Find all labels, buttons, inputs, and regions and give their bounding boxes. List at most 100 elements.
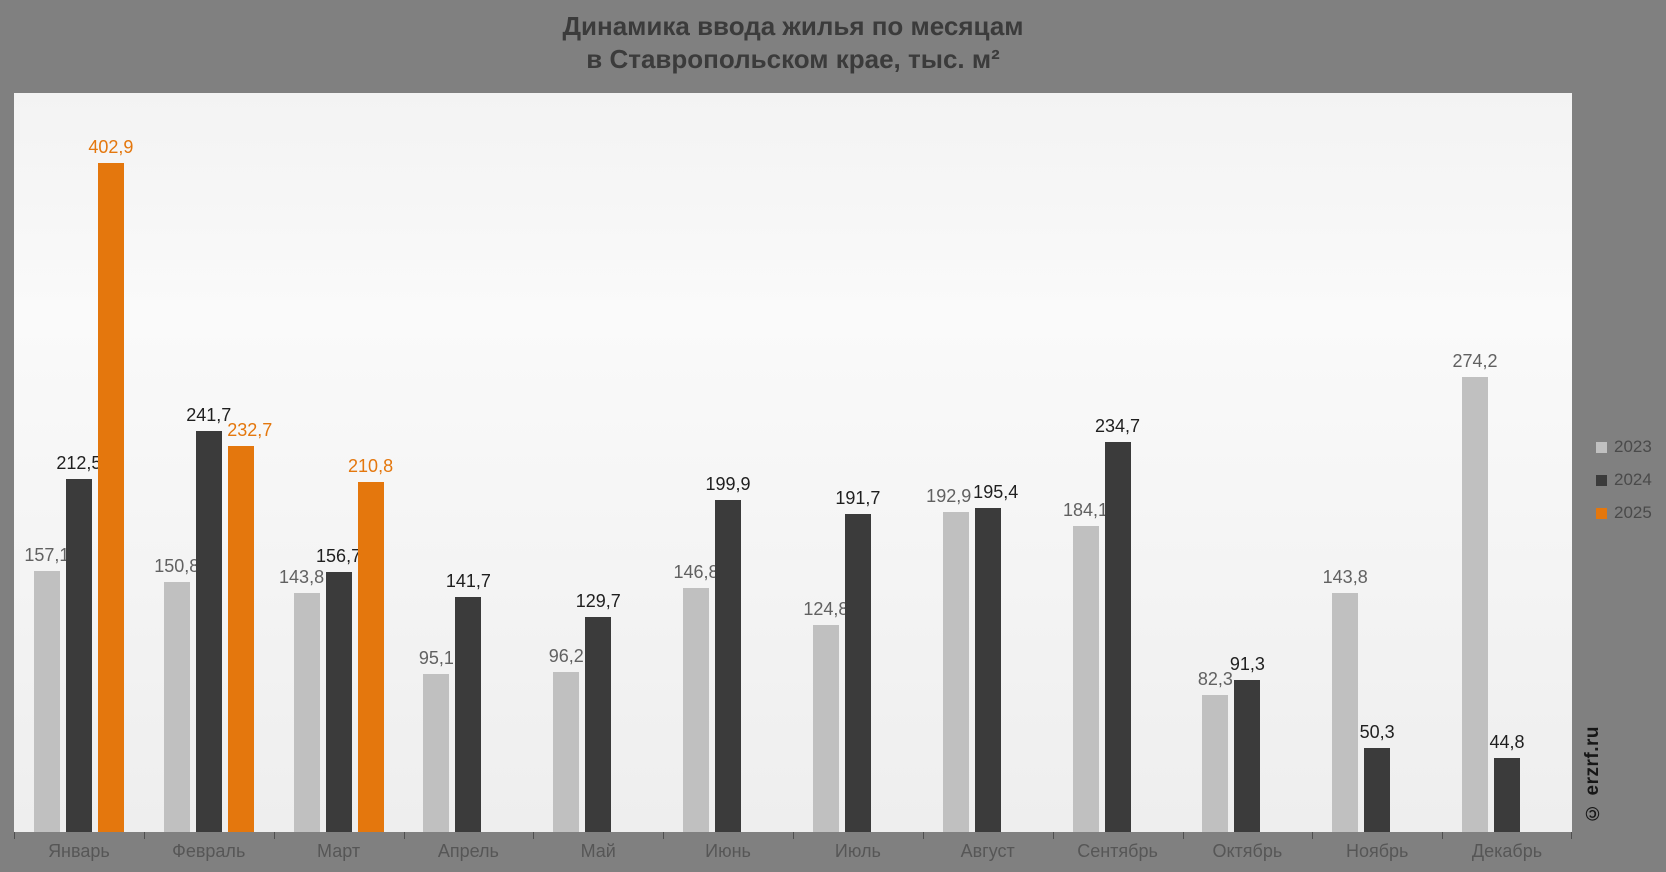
bar-2025[interactable]: 210,8 <box>348 456 393 832</box>
bar-value-label: 212,5 <box>56 453 102 474</box>
bar-2023[interactable]: 124,8 <box>803 599 848 832</box>
bar-value-label: 274,2 <box>1452 350 1498 371</box>
bar-group: 143,8 156,7 210,8 <box>274 93 404 832</box>
bar-group: 143,8 50,3 <box>1312 93 1442 832</box>
bar-2024[interactable]: 241,7 <box>186 405 231 832</box>
bar-slot: 95,1 <box>419 93 454 832</box>
bar-2024[interactable]: 50,3 <box>1360 722 1395 832</box>
legend-label: 2023 <box>1614 437 1652 456</box>
bar-slot: 156,7 <box>316 93 361 832</box>
bar-slot: 129,7 <box>576 93 621 832</box>
legend-swatch-icon <box>1596 474 1607 486</box>
bar-2023[interactable]: 184,1 <box>1063 500 1108 832</box>
legend-item-2025[interactable]: 2025 <box>1596 503 1652 523</box>
bar-value-label: 195,4 <box>973 481 1019 502</box>
x-axis-tick <box>663 832 664 839</box>
x-axis-tick <box>1571 832 1572 839</box>
bar-2024[interactable]: 156,7 <box>316 546 361 832</box>
bar-slot: 192,9 <box>926 93 971 832</box>
bar-2023[interactable]: 146,8 <box>674 562 719 832</box>
bar-2025[interactable]: 402,9 <box>88 137 133 832</box>
bar-slot: 146,8 <box>674 93 719 832</box>
bar-2023[interactable]: 274,2 <box>1452 351 1498 832</box>
bar-slot: 96,2 <box>549 93 584 832</box>
bar-slot <box>617 93 643 832</box>
bar-slot: 234,7 <box>1095 93 1140 832</box>
legend-item-2024[interactable]: 2024 <box>1596 470 1652 490</box>
bar-group: 146,8 199,9 <box>663 93 793 832</box>
x-axis-tick <box>923 832 924 839</box>
bar-2024[interactable]: 129,7 <box>576 591 621 832</box>
bar-slot <box>1007 93 1033 832</box>
bar-2023[interactable]: 150,8 <box>154 556 199 832</box>
bar-2024[interactable]: 191,7 <box>835 488 880 832</box>
x-axis-tick <box>793 832 794 839</box>
bar-value-label: 184,1 <box>1063 500 1109 521</box>
legend-item-2023[interactable]: 2023 <box>1596 437 1652 457</box>
bar-2023[interactable]: 192,9 <box>926 486 971 832</box>
x-axis-label: Апрель <box>437 841 499 861</box>
x-axis-ticks <box>14 832 1572 840</box>
bar-group: 95,1 141,7 <box>403 93 533 832</box>
bar-group: 96,2 129,7 <box>533 93 663 832</box>
bar-2024[interactable]: 199,9 <box>706 474 751 832</box>
x-axis-label: Май <box>580 841 616 861</box>
bar-slot: 143,8 <box>1323 93 1368 832</box>
x-axis-label: Февраль <box>172 841 246 861</box>
bar-2023[interactable]: 95,1 <box>419 648 454 832</box>
x-axis-tick <box>1183 832 1184 839</box>
bar-2024[interactable]: 44,8 <box>1489 732 1525 832</box>
bar-group: 150,8 241,7 232,7 <box>144 93 274 832</box>
bar-group: 184,1 234,7 <box>1053 93 1183 832</box>
bar-group: 82,3 91,3 <box>1182 93 1312 832</box>
x-axis-tick <box>14 832 15 839</box>
x-axis-label: Август <box>960 841 1015 861</box>
bar-value-label: 50,3 <box>1359 722 1395 743</box>
x-axis-label: Июль <box>834 841 881 861</box>
x-axis-label: Сентябрь <box>1077 841 1158 861</box>
bar-value-label: 199,9 <box>705 474 751 495</box>
bar-2023[interactable]: 143,8 <box>279 567 324 832</box>
chart-title-line1: Динамика ввода жилья по месяцам <box>562 11 1024 41</box>
x-axis-label: Март <box>317 841 361 861</box>
bar-2024[interactable]: 141,7 <box>446 571 491 832</box>
bar-2023[interactable]: 82,3 <box>1198 669 1233 832</box>
x-axis-tick <box>274 832 275 839</box>
legend-label: 2025 <box>1614 503 1652 522</box>
bar-slot: 195,4 <box>973 93 1018 832</box>
legend: 2023 2024 2025 <box>1596 437 1652 523</box>
bar-2023[interactable]: 157,1 <box>24 545 69 832</box>
x-axis-label: Ноябрь <box>1345 841 1409 861</box>
x-axis-tick <box>533 832 534 839</box>
bar-2024[interactable]: 234,7 <box>1095 416 1140 832</box>
bar-2024[interactable]: 212,5 <box>56 453 101 832</box>
bar-2025[interactable]: 232,7 <box>227 420 272 832</box>
bar-slot: 402,9 <box>88 93 133 832</box>
bar-value-label: 95,1 <box>418 648 454 669</box>
bar-value-label: 96,2 <box>548 646 584 667</box>
bar-slot: 150,8 <box>154 93 199 832</box>
x-axis-label: Январь <box>48 841 110 861</box>
bar-slot: 50,3 <box>1360 93 1395 832</box>
x-axis-label: Декабрь <box>1471 841 1543 861</box>
x-axis-tick <box>1442 832 1443 839</box>
bar-2023[interactable]: 143,8 <box>1323 567 1368 832</box>
plot-area: 157,1 212,5 402,9 150,8 241,7 232,7 143,8 156,7… <box>14 93 1572 832</box>
bar-slot: 91,3 <box>1230 93 1265 832</box>
legend-swatch-icon <box>1596 441 1607 453</box>
x-axis-tick <box>404 832 405 839</box>
bar-value-label: 241,7 <box>186 404 232 425</box>
bar-2024[interactable]: 91,3 <box>1230 654 1265 832</box>
bar-2024[interactable]: 195,4 <box>973 482 1018 832</box>
bar-slot: 241,7 <box>186 93 231 832</box>
bar-slot: 157,1 <box>24 93 69 832</box>
bar-2023[interactable]: 96,2 <box>549 646 584 832</box>
bar-slot <box>1137 93 1163 832</box>
bar-value-label: 157,1 <box>24 545 70 566</box>
bar-slot <box>1396 93 1422 832</box>
x-axis-tick <box>144 832 145 839</box>
bar-value-label: 210,8 <box>348 455 394 476</box>
bar-group: 124,8 191,7 <box>793 93 923 832</box>
bar-group: 192,9 195,4 <box>923 93 1053 832</box>
bar-value-label: 156,7 <box>316 545 362 566</box>
